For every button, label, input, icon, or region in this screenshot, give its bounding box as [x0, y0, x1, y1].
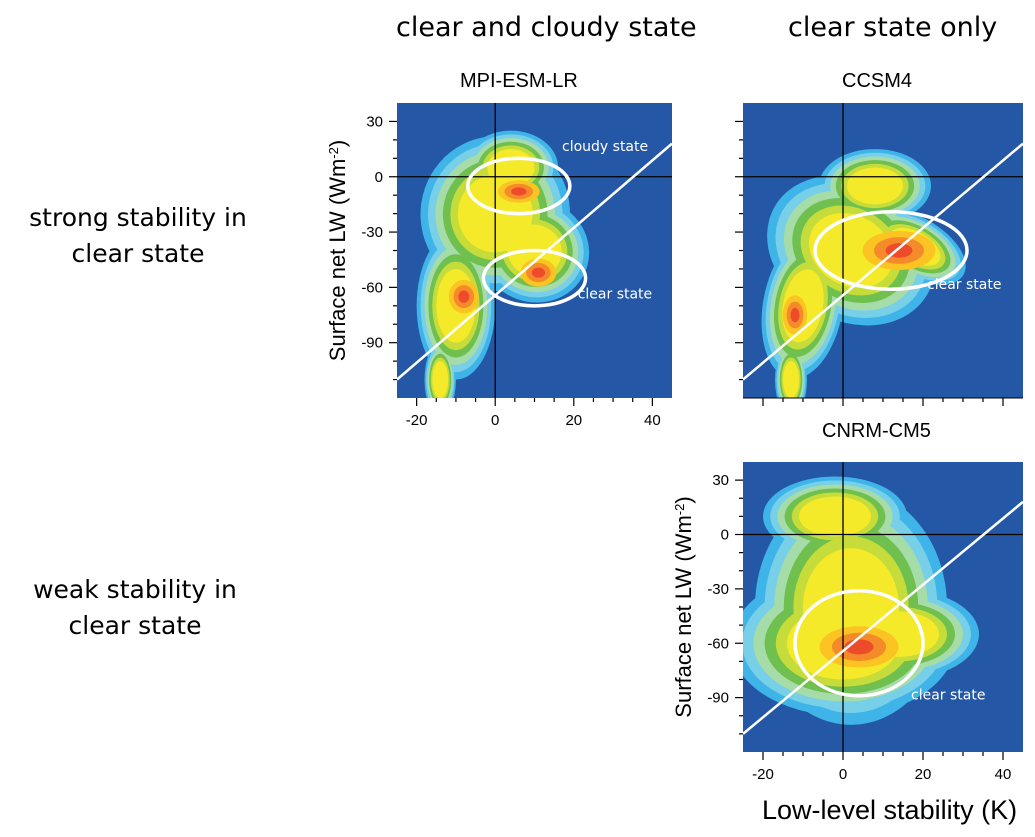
- row-header-line2: clear state: [68, 611, 202, 640]
- y-tick-label: -90: [361, 335, 383, 352]
- x-tick-label: 40: [995, 766, 1012, 783]
- y-axis-label-close: ): [325, 140, 350, 147]
- row-header-line1: strong stability in: [29, 203, 247, 232]
- global-x-axis-label: Low-level stability (K): [762, 795, 1018, 825]
- state-annotation: clear state: [578, 286, 652, 302]
- density-contour: [432, 361, 449, 398]
- column-header-clear-only: clear state only: [788, 12, 998, 43]
- state-annotation: cloudy state: [562, 139, 648, 155]
- y-tick-label: -30: [707, 581, 729, 598]
- y-axis-label: Surface net LW (Wm-2): [325, 140, 350, 361]
- y-axis-label-text: Surface net LW (Wm: [671, 515, 696, 718]
- y-tick-label: 30: [366, 113, 383, 130]
- state-annotation: clear state: [911, 687, 985, 703]
- clear-state-line: [743, 142, 1023, 381]
- y-tick-label: -30: [361, 224, 383, 241]
- panel-title-ccsm4: CCSM4: [842, 70, 913, 92]
- y-tick-label: 30: [712, 472, 729, 489]
- row-header-line1: weak stability in: [33, 575, 237, 604]
- x-tick-label: 40: [644, 412, 661, 429]
- panel-cnrm: clear state 30 0 -30 -60 -90 -20 0 20 40 Surface n…: [671, 462, 1023, 783]
- state-ellipse: [813, 210, 969, 291]
- y-axis-label-exponent: -2: [326, 147, 341, 159]
- clear-state-line: [397, 142, 672, 381]
- y-tick-label: -60: [361, 279, 383, 296]
- panel-title-mpi: MPI-ESM-LR: [460, 70, 578, 92]
- state-ellipse: [465, 156, 572, 216]
- density-contour: [847, 167, 903, 205]
- y-tick-label: 0: [375, 169, 383, 186]
- y-axis-label-close: ): [671, 496, 696, 503]
- y-axis-label-text: Surface net LW (Wm: [325, 159, 350, 362]
- x-tick-label: -20: [752, 766, 774, 783]
- x-tick-label: -20: [406, 412, 428, 429]
- density-contour: [790, 307, 800, 323]
- panel-mpi: cloudy state clear state 30 0 -30 -60 -90 -20 0 2…: [325, 103, 672, 429]
- clear-state-line: [743, 500, 1023, 735]
- x-tick-label: 0: [839, 766, 847, 783]
- state-annotation: clear state: [927, 277, 1001, 293]
- density-contour: [799, 496, 871, 537]
- density-contour: [531, 267, 546, 278]
- density-contour: [487, 149, 535, 186]
- state-ellipse: [793, 588, 925, 698]
- density-contour: [458, 290, 470, 303]
- x-tick-label: 20: [915, 766, 932, 783]
- density-contour: [783, 361, 799, 398]
- y-tick-label: -60: [707, 635, 729, 652]
- panel-ccsm4: clear state: [735, 103, 1023, 406]
- panel-title-cnrm: CNRM-CM5: [822, 420, 931, 442]
- density-contour: [511, 187, 527, 196]
- state-ellipse: [481, 248, 588, 308]
- row-header-strong-stability: strong stability in clear state: [8, 200, 268, 272]
- y-tick-label: -90: [707, 690, 729, 707]
- row-header-line2: clear state: [71, 239, 205, 268]
- y-axis-label-exponent: -2: [672, 504, 687, 516]
- y-tick-label: 0: [721, 527, 729, 544]
- row-header-weak-stability: weak stability in clear state: [0, 572, 270, 644]
- x-tick-label: 20: [565, 412, 582, 429]
- x-tick-label: 0: [491, 412, 499, 429]
- column-header-clear-and-cloudy: clear and cloudy state: [396, 12, 697, 43]
- y-axis-label: Surface net LW (Wm-2): [671, 496, 696, 717]
